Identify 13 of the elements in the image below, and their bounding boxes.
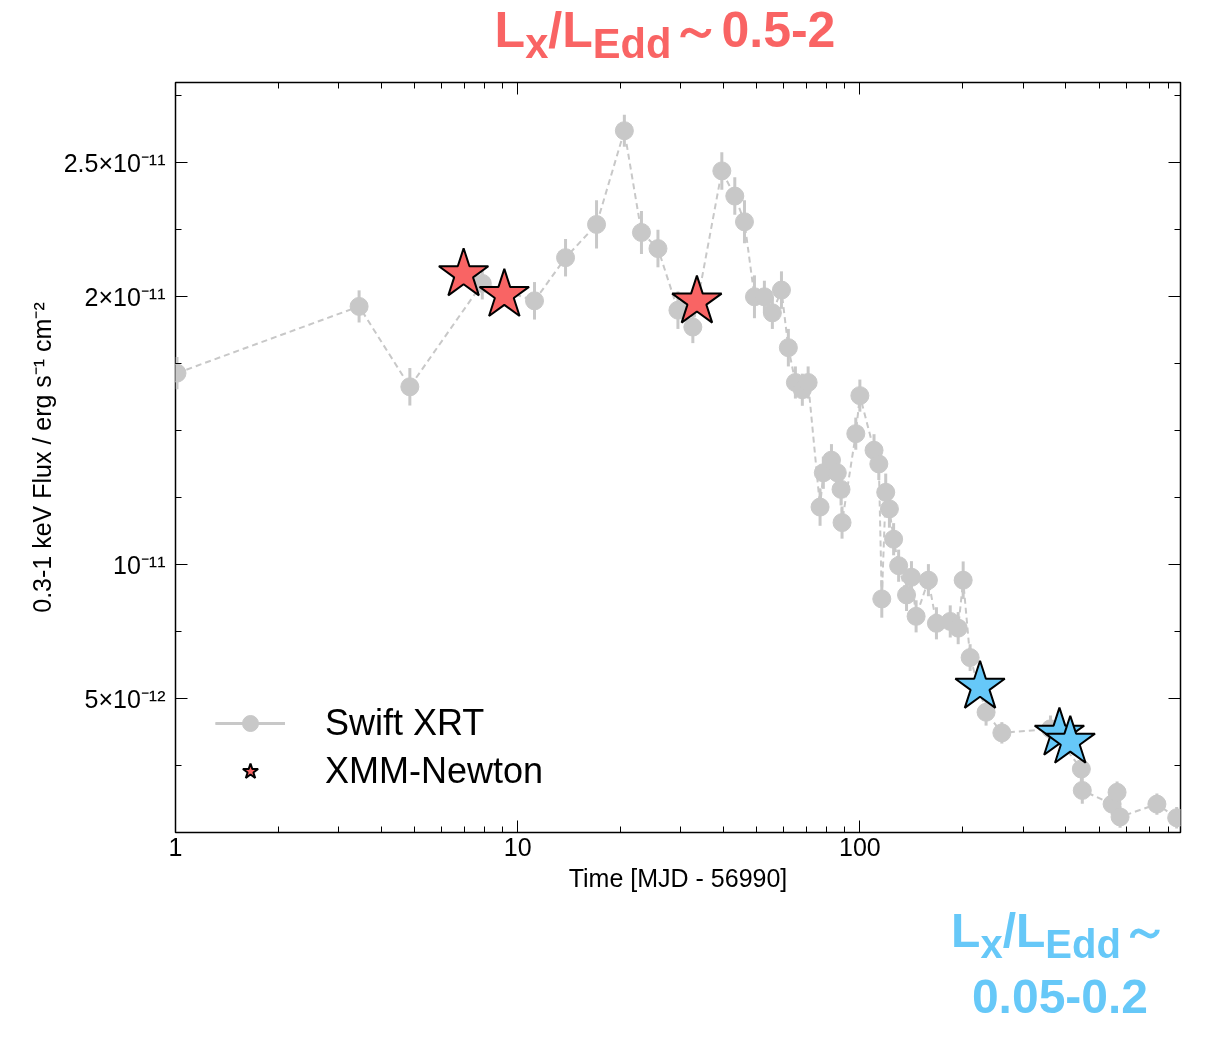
y-tick-label: 2.5×10⁻¹¹ bbox=[63, 148, 166, 177]
x-tick-label: 100 bbox=[839, 832, 881, 861]
y-tick-label: 2×10⁻¹¹ bbox=[84, 282, 166, 311]
chart-title: L$_{x}$/L$_{Edd}$～0.5-2 bbox=[494, 2, 836, 67]
legend-label: XMM-Newton bbox=[325, 750, 544, 792]
x-axis-title: Time [MJD - 56990] bbox=[568, 863, 788, 892]
y-tick-label: 5×10⁻¹² bbox=[84, 684, 166, 713]
y-tick-label: 10⁻¹¹ bbox=[113, 550, 166, 579]
text: L$_{x}$/L$_{Edd}$～0.05-0.2 bbox=[950, 903, 1170, 1025]
legend-label: Swift XRT bbox=[325, 702, 485, 744]
x-tick-label: 10 bbox=[503, 832, 532, 861]
x-tick-label: 1 bbox=[168, 832, 183, 861]
y-axis-title: 0.3-1 keV Flux / erg s⁻¹ cm⁻² bbox=[27, 302, 56, 613]
